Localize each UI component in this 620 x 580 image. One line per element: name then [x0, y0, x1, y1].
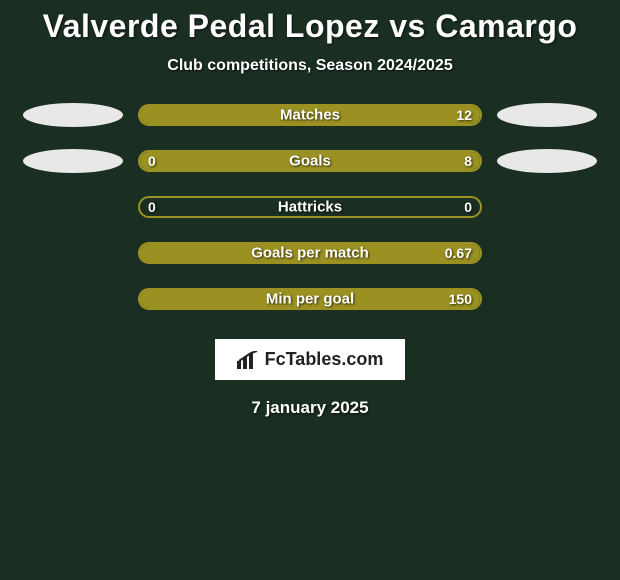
stat-label: Goals	[289, 153, 331, 170]
chart-icon	[237, 351, 259, 369]
stat-row: Min per goal 150	[0, 287, 620, 311]
team-badge-right	[497, 149, 597, 173]
stat-value-right: 12	[456, 107, 472, 123]
stat-value-right: 0.67	[445, 245, 472, 261]
stat-bar: Goals per match 0.67	[138, 242, 482, 264]
stat-row: Goals per match 0.67	[0, 241, 620, 265]
comparison-card: Valverde Pedal Lopez vs Camargo Club com…	[0, 0, 620, 418]
stat-value-left: 0	[148, 153, 156, 169]
date-text: 7 january 2025	[0, 398, 620, 418]
stat-row: Goals 0 8	[0, 149, 620, 173]
stat-value-right: 8	[464, 153, 472, 169]
team-badge-left	[23, 149, 123, 173]
stat-row: Hattricks 0 0	[0, 195, 620, 219]
right-badge-slot	[492, 103, 602, 127]
stat-bar: Hattricks 0 0	[138, 196, 482, 218]
team-badge-left	[23, 103, 123, 127]
stat-rows: Matches 12 Goals 0 8 Hattricks 0 0 Goals per mat…	[0, 103, 620, 311]
stat-value-left: 0	[148, 199, 156, 215]
team-badge-right	[497, 103, 597, 127]
stat-label: Matches	[280, 107, 340, 124]
right-badge-slot	[492, 149, 602, 173]
page-subtitle: Club competitions, Season 2024/2025	[0, 57, 620, 75]
stat-value-right: 0	[464, 199, 472, 215]
bar-fill-right	[208, 152, 480, 170]
page-title: Valverde Pedal Lopez vs Camargo	[0, 8, 620, 45]
left-badge-slot	[18, 103, 128, 127]
brand-text: FcTables.com	[265, 349, 384, 370]
brand-badge: FcTables.com	[215, 339, 406, 380]
left-badge-slot	[18, 149, 128, 173]
stat-value-right: 150	[449, 291, 472, 307]
stat-bar: Matches 12	[138, 104, 482, 126]
stat-label: Hattricks	[278, 199, 342, 216]
stat-label: Min per goal	[266, 291, 354, 308]
stat-bar: Min per goal 150	[138, 288, 482, 310]
stat-bar: Goals 0 8	[138, 150, 482, 172]
stat-row: Matches 12	[0, 103, 620, 127]
stat-label: Goals per match	[251, 245, 369, 262]
